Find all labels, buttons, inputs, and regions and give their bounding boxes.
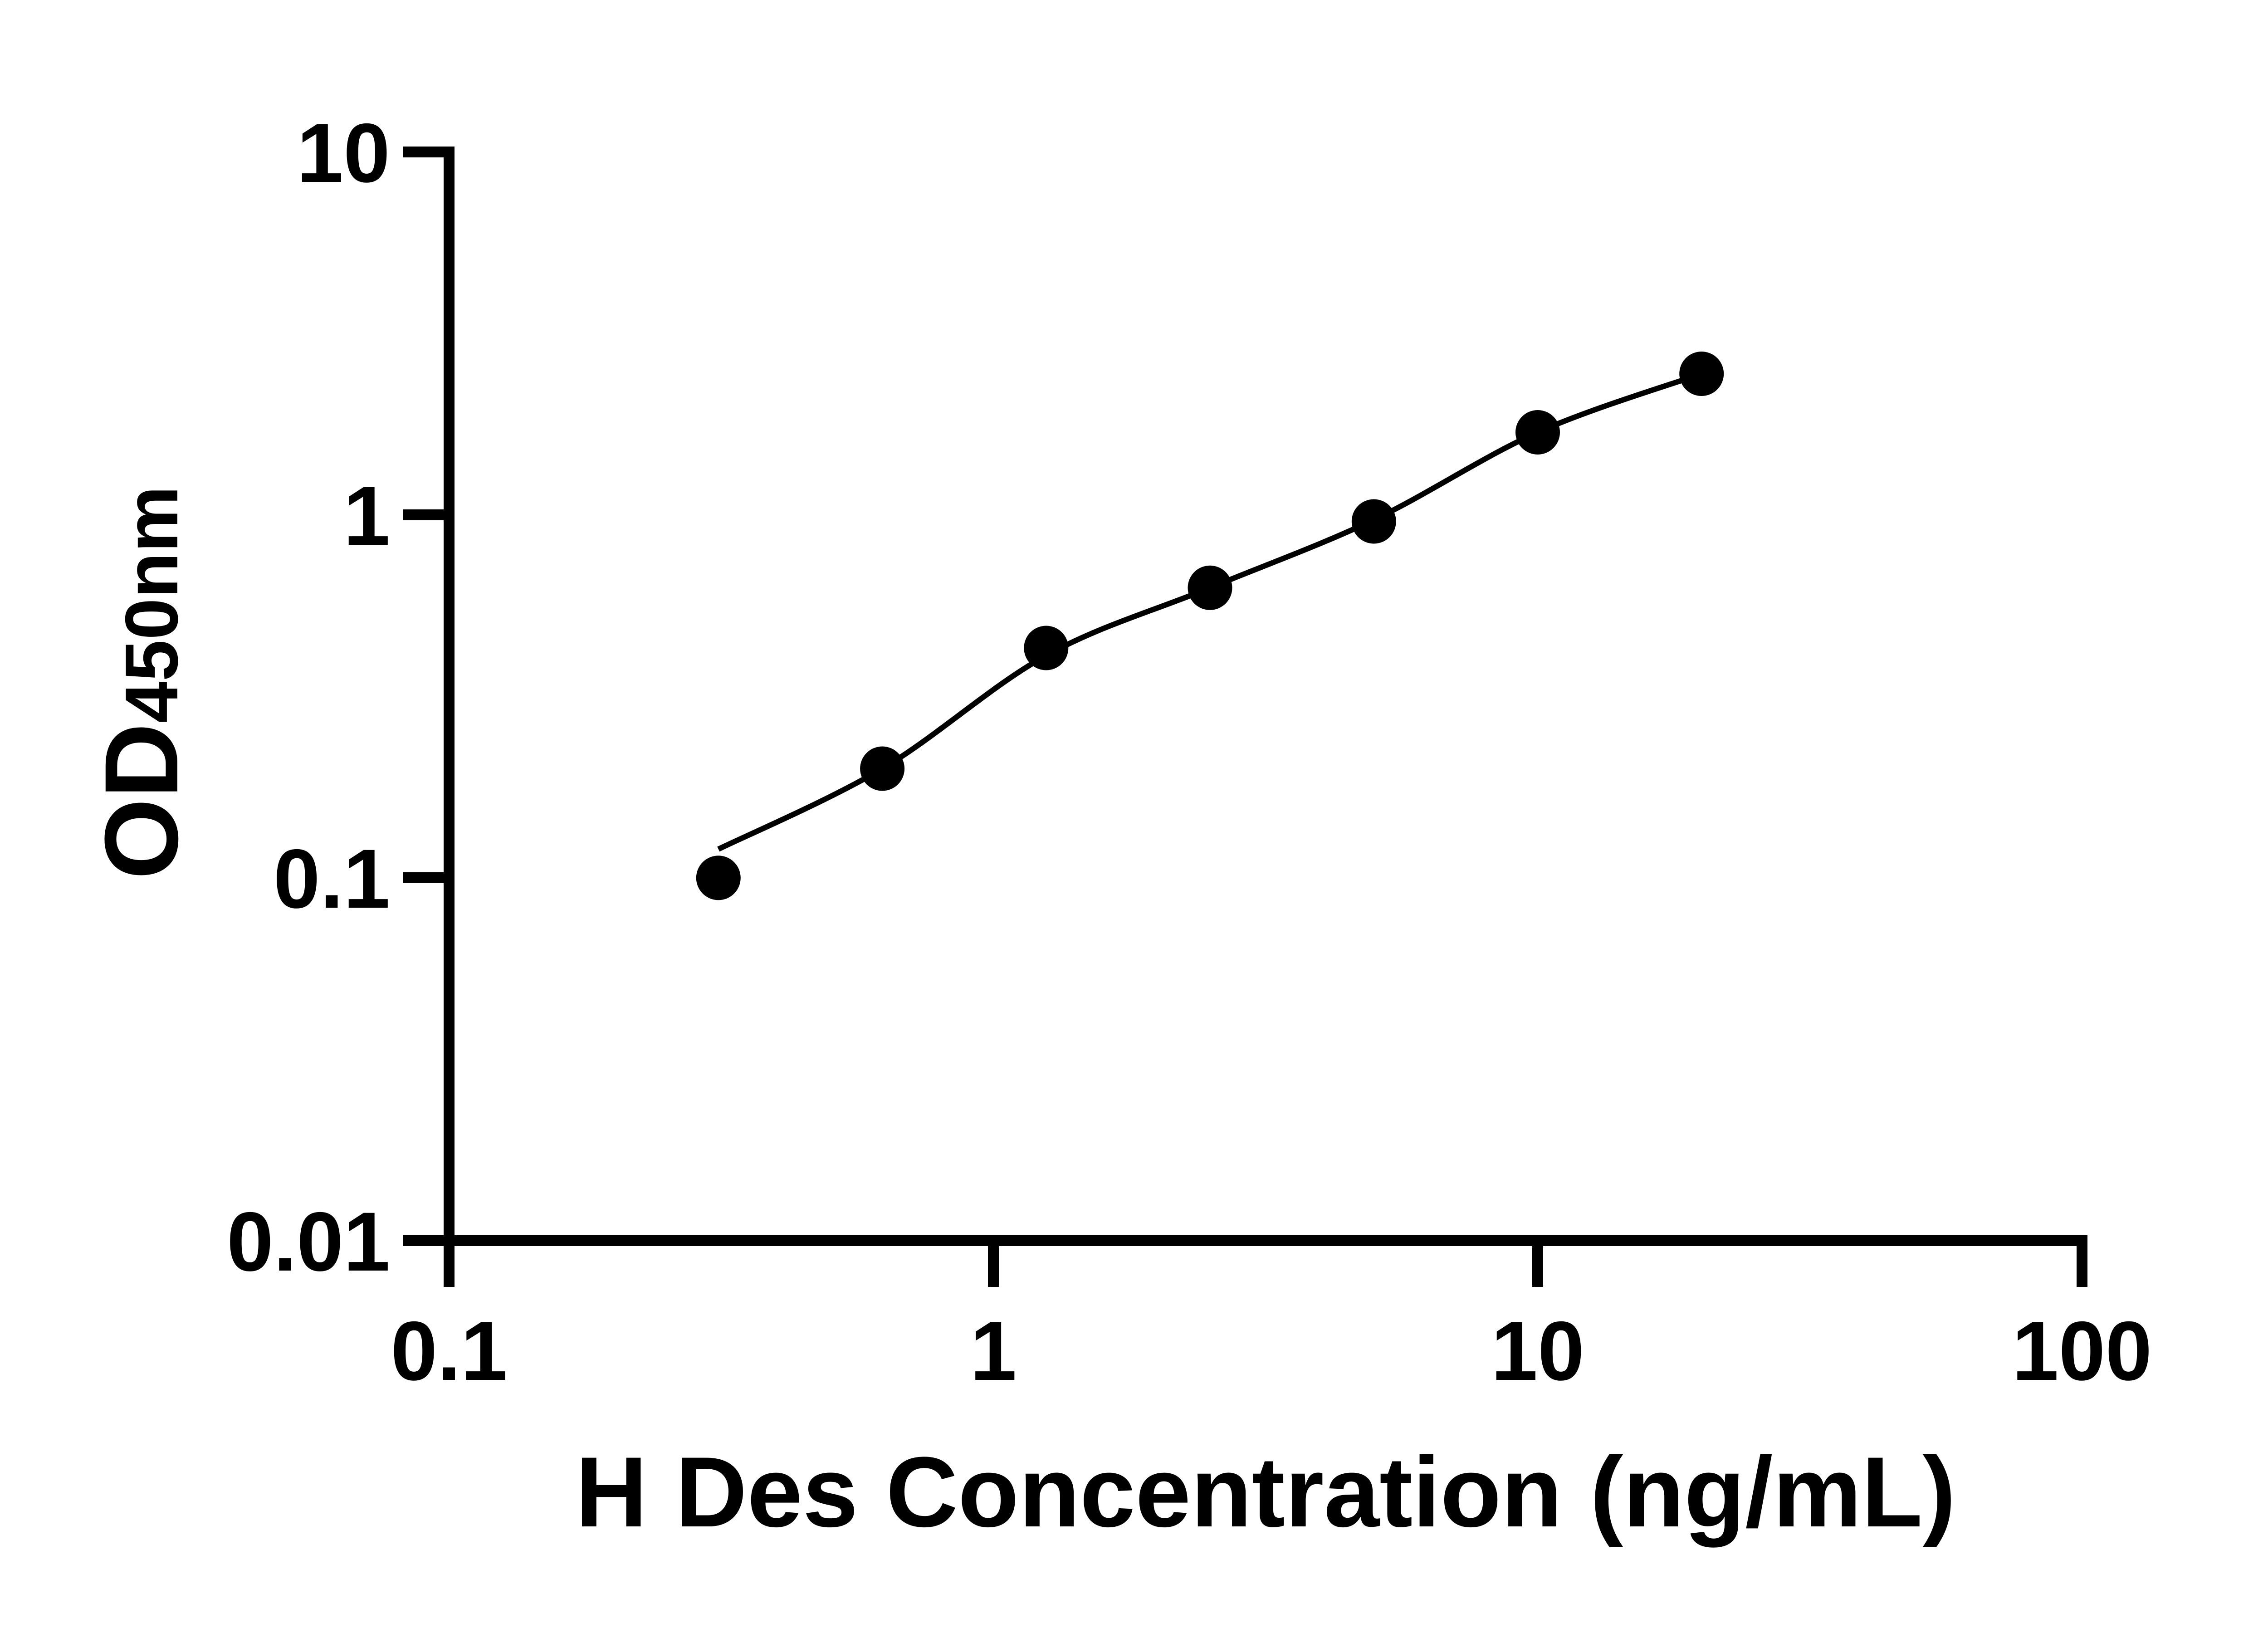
data-point-1.25ng-ml — [1024, 626, 1069, 670]
data-point-10ng-ml — [1515, 410, 1560, 455]
x-axis-title: H Des Concentration (ng/mL) — [575, 1436, 1955, 1548]
data-point-0.625ng-ml — [860, 746, 905, 791]
y-tick-label-1: 1 — [343, 469, 390, 563]
y-axis-title-main: OD — [83, 723, 200, 880]
y-tick-label-0.01: 0.01 — [227, 1195, 390, 1289]
y-axis-title: OD450nm — [83, 486, 200, 880]
x-tick-label-100: 100 — [2012, 1305, 2152, 1398]
x-tick-label-10: 10 — [1491, 1305, 1584, 1398]
data-point-0.3125ng-ml — [696, 856, 741, 900]
y-tick-label-10: 10 — [297, 107, 390, 200]
data-point-20ng-ml — [1679, 352, 1724, 396]
x-tick-label-1: 1 — [970, 1305, 1017, 1398]
data-points — [696, 352, 1724, 900]
x-tick-label-0.1: 0.1 — [391, 1305, 507, 1398]
y-axis-title-subscript: 450nm — [110, 486, 193, 723]
data-point-2.5ng-ml — [1188, 565, 1232, 610]
data-point-5ng-ml — [1351, 499, 1396, 544]
x-axis-ticks — [444, 1241, 2087, 1287]
y-tick-label-0.1: 0.1 — [274, 832, 390, 926]
axes — [403, 147, 2087, 1287]
y-axis-ticks — [403, 147, 449, 1246]
